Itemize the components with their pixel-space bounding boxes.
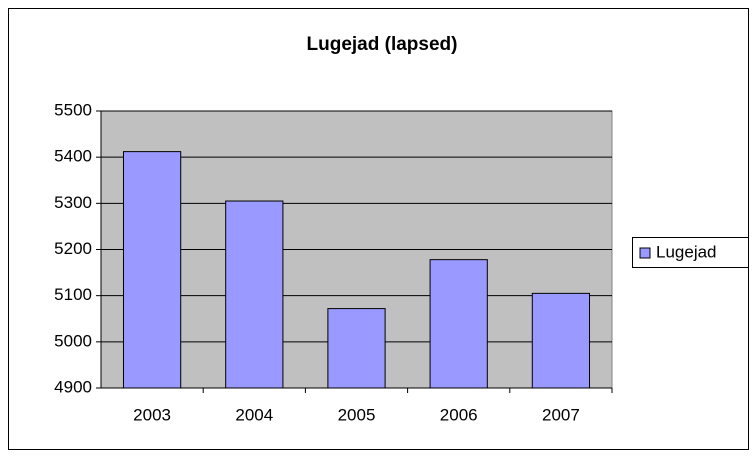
x-tick-label: 2007 bbox=[542, 405, 580, 424]
x-tick-label: 2006 bbox=[440, 405, 478, 424]
y-tick-label: 5400 bbox=[54, 147, 92, 166]
bar bbox=[531, 292, 591, 389]
bar bbox=[429, 259, 488, 389]
legend-swatch bbox=[639, 247, 651, 259]
chart-title: Lugejad (lapsed) bbox=[307, 34, 458, 55]
bar bbox=[225, 200, 284, 389]
y-tick-label: 5100 bbox=[54, 285, 92, 304]
x-tick-label: 2003 bbox=[133, 405, 171, 424]
y-tick-label: 5000 bbox=[54, 331, 92, 350]
y-tick-label: 5500 bbox=[54, 100, 92, 119]
x-tick-label: 2005 bbox=[338, 405, 376, 424]
x-tick-label: 2004 bbox=[235, 405, 273, 424]
y-tick-label: 5200 bbox=[54, 239, 92, 258]
y-tick-label: 5300 bbox=[54, 193, 92, 212]
legend-label: Lugejad bbox=[656, 242, 717, 261]
bar bbox=[327, 308, 386, 389]
y-tick-label: 4900 bbox=[54, 377, 92, 396]
legend-box bbox=[632, 237, 749, 268]
bar bbox=[122, 151, 182, 389]
